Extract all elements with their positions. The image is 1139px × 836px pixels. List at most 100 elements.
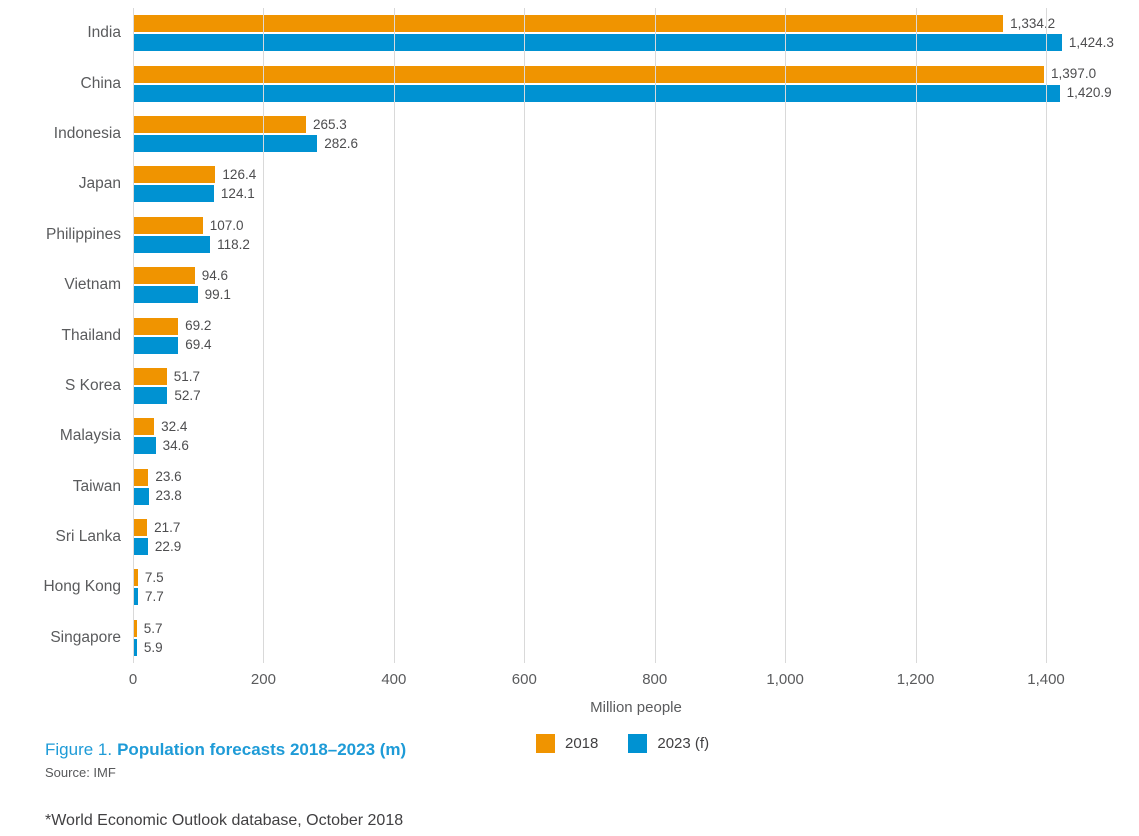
bar-2023-f — [133, 638, 137, 656]
category-label: Hong Kong — [43, 578, 121, 596]
bar-2023-f — [133, 235, 211, 253]
x-tick-label: 1,000 — [766, 671, 804, 688]
bar-value-label: 124.1 — [220, 186, 255, 202]
bar-line: 99.1 — [133, 286, 1139, 304]
bar-line: 51.7 — [133, 367, 1139, 385]
bar-value-label: 34.6 — [162, 438, 189, 454]
bar-2023-f — [133, 386, 168, 404]
bar-row: 126.4 124.1 — [133, 159, 1139, 209]
bar-row: 1,334.2 1,424.3 — [133, 8, 1139, 58]
bar-line: 1,420.9 — [133, 84, 1139, 102]
bar-value-label: 51.7 — [173, 368, 200, 384]
bar-line: 69.2 — [133, 317, 1139, 335]
bar-line: 23.6 — [133, 468, 1139, 486]
bar-line: 22.9 — [133, 538, 1139, 556]
bar-value-label: 23.8 — [155, 488, 182, 504]
bar-row: 51.7 52.7 — [133, 361, 1139, 411]
source-note: Source: IMF — [45, 765, 116, 780]
figure-title: Population forecasts 2018–2023 (m) — [117, 740, 407, 759]
category-label: Thailand — [61, 326, 121, 344]
bar-line: 52.7 — [133, 386, 1139, 404]
bar-value-label: 21.7 — [154, 519, 181, 535]
bar-2023-f — [133, 487, 149, 505]
bar-row: 32.4 34.6 — [133, 411, 1139, 461]
bar-value-label: 282.6 — [324, 135, 359, 151]
bar-value-label: 7.7 — [145, 589, 164, 605]
bar-row: 265.3 282.6 — [133, 109, 1139, 159]
bar-value-label: 1,397.0 — [1051, 66, 1097, 82]
bar-line: 69.4 — [133, 336, 1139, 354]
population-bar-chart: India China Indonesia Japan Philippines Vietn… — [43, 8, 1139, 716]
bar-value-label: 118.2 — [217, 236, 250, 252]
figure-number-label: Figure 1. — [45, 740, 113, 759]
x-tick-label: 800 — [642, 671, 668, 688]
bar-value-label: 52.7 — [174, 387, 201, 403]
bar-2018 — [133, 468, 149, 486]
bar-row: 21.7 22.9 — [133, 512, 1139, 562]
category-label: Sri Lanka — [55, 528, 121, 546]
bar-value-label: 69.2 — [185, 318, 212, 334]
bar-2018 — [133, 166, 216, 184]
bar-row: 5.7 5.9 — [133, 613, 1139, 663]
bar-2018 — [133, 317, 179, 335]
bar-value-label: 22.9 — [154, 538, 182, 554]
bar-line: 34.6 — [133, 437, 1139, 455]
bar-line: 23.8 — [133, 487, 1139, 505]
bar-2018 — [133, 367, 167, 385]
bar-2023-f — [133, 134, 318, 152]
bar-value-label: 5.7 — [143, 620, 163, 636]
footnote: *World Economic Outlook database, Octobe… — [45, 812, 404, 829]
category-label: Indonesia — [53, 124, 121, 142]
bar-line: 7.5 — [133, 569, 1139, 587]
bar-line: 1,334.2 — [133, 15, 1139, 33]
bar-value-label: 107.0 — [209, 217, 244, 233]
grid-line — [785, 8, 787, 663]
x-tick-label: 200 — [250, 671, 276, 688]
category-label: S Korea — [64, 376, 121, 394]
bar-value-label: 94.6 — [201, 267, 228, 283]
x-tick-label: 600 — [511, 671, 537, 688]
bar-row: 107.0 118.2 — [133, 210, 1139, 260]
bar-2018 — [133, 267, 195, 285]
bar-value-label: 7.5 — [144, 570, 164, 586]
legend-label: 2023 (f) — [657, 735, 710, 752]
x-axis-label: Million people — [590, 699, 682, 716]
legend-label: 2018 — [565, 735, 599, 752]
bar-line: 1,424.3 — [133, 34, 1139, 52]
category-label: China — [80, 74, 122, 92]
bar-line: 21.7 — [133, 519, 1139, 537]
bar-row: 94.6 99.1 — [133, 260, 1139, 310]
bar-value-label: 1,334.2 — [1010, 15, 1056, 31]
plot-area: 1,334.2 1,424.3 1,397.0 1,420.9 265.3 282.6 12… — [133, 8, 1139, 663]
bar-2018 — [133, 65, 1045, 83]
legend-swatch — [536, 734, 555, 753]
bar-2018 — [133, 115, 306, 133]
x-tick-label: 400 — [381, 671, 407, 688]
bar-line: 126.4 — [133, 166, 1139, 184]
legend-swatch — [628, 734, 648, 753]
bar-line: 107.0 — [133, 216, 1139, 234]
grid-line — [915, 8, 917, 663]
bar-value-label: 32.4 — [161, 419, 188, 435]
category-label: Malaysia — [59, 427, 121, 445]
bar-2023-f — [133, 538, 148, 556]
bar-row: 69.2 69.4 — [133, 310, 1139, 360]
bar-line: 7.7 — [133, 588, 1139, 606]
bar-2023-f — [133, 185, 214, 203]
bar-2018 — [133, 569, 138, 587]
bar-2023-f — [133, 34, 1062, 52]
bar-line: 5.7 — [133, 619, 1139, 637]
bar-2023-f — [133, 336, 179, 354]
grid-line — [393, 8, 395, 663]
bar-value-label: 23.6 — [155, 469, 182, 485]
bar-2018 — [133, 418, 155, 436]
bar-line: 5.9 — [133, 638, 1139, 656]
bar-line: 118.2 — [133, 235, 1139, 253]
bar-value-label: 126.4 — [222, 167, 257, 183]
bar-rows: 1,334.2 1,424.3 1,397.0 1,420.9 265.3 282.6 12… — [133, 8, 1139, 663]
bar-2018 — [133, 519, 148, 537]
x-tick-label: 0 — [128, 671, 138, 688]
grid-line — [263, 8, 265, 663]
bar-value-label: 1,424.3 — [1068, 34, 1114, 50]
